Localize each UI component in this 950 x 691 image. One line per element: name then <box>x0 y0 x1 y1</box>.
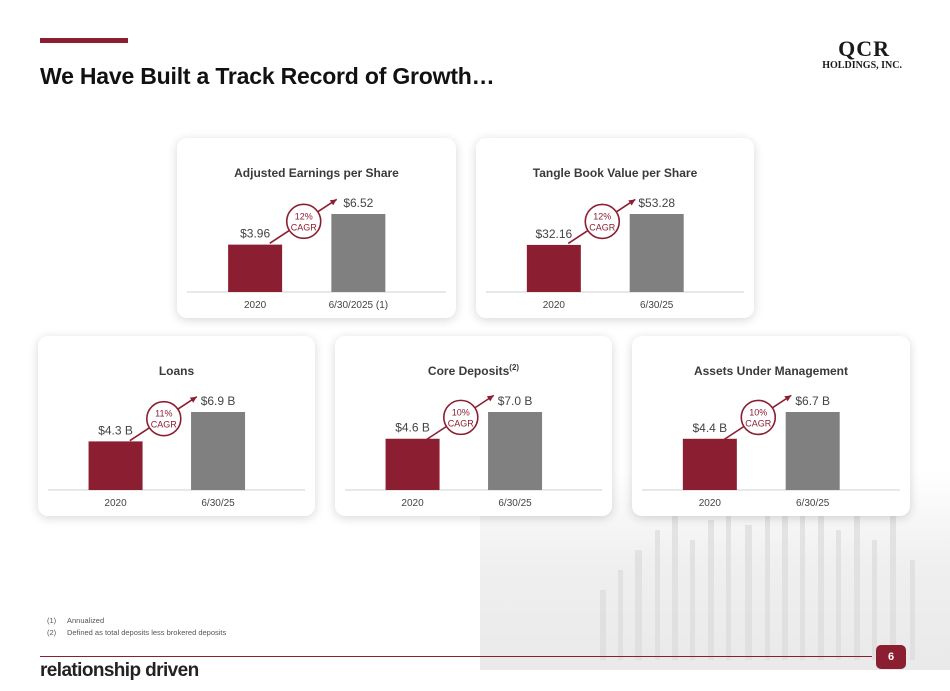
card-title: Loans <box>158 364 195 378</box>
card-adjusted-eps: Adjusted Earnings per Share $3.96 2020 $6.… <box>177 138 456 318</box>
cagr-arrow-head-icon <box>189 396 197 403</box>
background-skyline-graphic <box>600 480 915 660</box>
cagr-arrow-head-icon <box>486 395 494 402</box>
cagr-percent: 10% <box>452 407 470 417</box>
x-tick-label: 2020 <box>244 300 267 311</box>
bar-6/30/25 <box>785 412 840 490</box>
cagr-percent: 12% <box>295 211 313 221</box>
footer-tagline: relationship driven <box>40 660 199 681</box>
bar-6/30/2025 (1) <box>331 214 386 292</box>
footer-divider <box>40 656 872 657</box>
footnote: (1) Annualized <box>47 616 105 625</box>
cagr-badge <box>584 203 621 240</box>
data-label: $53.28 <box>638 196 675 210</box>
page-number-badge: 6 <box>876 645 906 669</box>
card-core-deposits: Core Deposits(2) $4.6 B 2020 $7.0 B 6/30/25… <box>335 336 612 516</box>
footnote: (2) Defined as total deposits less broker… <box>47 628 227 637</box>
cagr-arrow-head-icon <box>628 199 636 206</box>
cagr-badge <box>285 203 322 240</box>
cagr-arrow-head-icon <box>784 395 792 402</box>
data-label: $6.9 B <box>201 394 236 408</box>
x-tick-label: 6/30/25 <box>201 498 235 509</box>
bar-2020 <box>88 441 143 490</box>
x-tick-label: 2020 <box>104 498 127 509</box>
cagr-arrow-head-icon <box>329 199 337 206</box>
cagr-label: CAGR <box>291 222 318 232</box>
x-tick-label: 2020 <box>401 498 424 509</box>
bar-2020 <box>526 244 581 292</box>
x-tick-label: 2020 <box>543 300 566 311</box>
cagr-label: CAGR <box>448 418 475 428</box>
x-tick-label: 6/30/25 <box>640 300 674 311</box>
x-tick-label: 6/30/25 <box>796 498 830 509</box>
bar-6/30/25 <box>191 412 246 490</box>
bar-chart-tangible-book-value: $32.16 2020 $53.28 6/30/25 12%CAGR <box>486 196 744 311</box>
cagr-label: CAGR <box>745 418 772 428</box>
bar-chart-loans: $4.3 B 2020 $6.9 B 6/30/25 11%CAGR <box>48 394 305 509</box>
bar-chart-adjusted-eps: $3.96 2020 $6.52 6/30/2025 (1) 12%CAGR <box>187 196 446 311</box>
data-label: $6.52 <box>343 196 373 210</box>
cagr-label: CAGR <box>151 420 178 430</box>
card-title: Assets Under Management <box>693 364 849 378</box>
bar-2020 <box>228 244 283 292</box>
card-title: Core Deposits(2) <box>427 363 520 378</box>
card-tangible-book-value: Tangle Book Value per Share $32.16 2020 $5… <box>476 138 754 318</box>
cagr-percent: 10% <box>749 407 767 417</box>
data-label: $7.0 B <box>498 394 533 408</box>
cagr-badge <box>740 399 777 436</box>
card-loans: Loans $4.3 B 2020 $6.9 B 6/30/25 11% CAGR <box>38 336 315 516</box>
bar-2020 <box>385 438 440 490</box>
bar-2020 <box>682 438 737 490</box>
cagr-percent: 11% <box>155 409 172 419</box>
data-label: $4.4 B <box>692 421 727 435</box>
bar-6/30/25 <box>488 412 543 490</box>
logo-subtitle: HOLDINGS, INC. <box>822 60 902 71</box>
card-title: Tangle Book Value per Share <box>532 166 698 180</box>
footnotes: (1) Annualized (2) Defined as total deposi… <box>47 615 226 639</box>
page-title: We Have Built a Track Record of Growth… <box>40 63 495 89</box>
data-label: $4.6 B <box>395 421 430 435</box>
cagr-badge <box>146 400 182 437</box>
card-title: Adjusted Earnings per Share <box>234 166 399 180</box>
data-label: $6.7 B <box>795 394 830 408</box>
company-logo: QCR HOLDINGS, INC. <box>818 36 902 72</box>
data-label: $4.3 B <box>98 423 133 437</box>
cagr-label: CAGR <box>589 222 616 232</box>
x-tick-label: 6/30/2025 (1) <box>329 300 389 311</box>
bar-6/30/25 <box>629 214 684 292</box>
cagr-percent: 12% <box>593 211 611 221</box>
data-label: $3.96 <box>240 227 270 241</box>
x-tick-label: 6/30/25 <box>498 498 532 509</box>
cagr-badge <box>443 399 479 436</box>
bar-chart-core-deposits: $4.6 B 2020 $7.0 B 6/30/25 10%CAGR <box>345 394 602 509</box>
bar-chart-assets-under-management: $4.4 B 2020 $6.7 B 6/30/25 10%CAGR <box>642 394 900 509</box>
title-accent-bar <box>40 38 128 43</box>
data-label: $32.16 <box>535 227 572 241</box>
x-tick-label: 2020 <box>699 498 722 509</box>
logo-wordmark: QCR <box>838 36 890 61</box>
card-assets-under-management: Assets Under Management $4.4 B 2020 $6.7 B… <box>632 336 910 516</box>
